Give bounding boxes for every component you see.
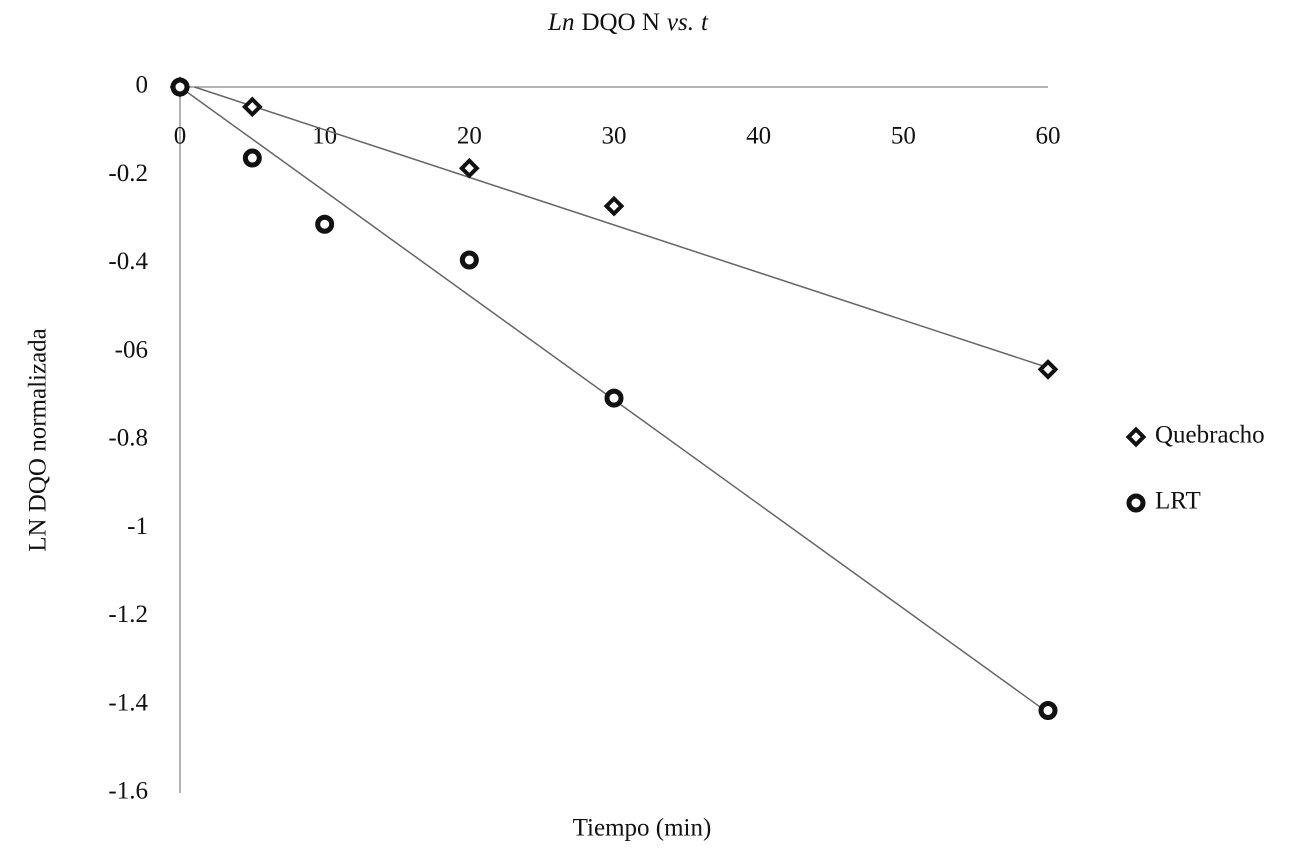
title-part: Ln: [547, 9, 574, 36]
chart-title: Ln DQO N vs. t: [547, 9, 709, 36]
y-tick-label: -0.8: [108, 425, 148, 452]
trendline: [194, 86, 1049, 369]
x-tick-label: 20: [457, 123, 482, 150]
point: [315, 214, 335, 234]
legend-marker: [1125, 426, 1147, 448]
title-part: vs.: [667, 9, 694, 36]
title-part: DQO N: [581, 9, 659, 36]
point: [242, 96, 263, 118]
y-tick-label: -1.2: [108, 601, 148, 628]
point: [1038, 700, 1058, 720]
x-tick-label: 0: [174, 123, 187, 150]
y-axis-label: LN DQO normalizada: [25, 328, 52, 552]
x-tick-label: 40: [746, 123, 771, 150]
y-tick-label: -0.4: [108, 248, 148, 275]
point: [459, 157, 480, 179]
point: [604, 388, 624, 408]
point: [1037, 359, 1059, 380]
legend-label: Quebracho: [1155, 422, 1265, 449]
legend-label: LRT: [1155, 488, 1201, 515]
x-tick-label: 30: [602, 123, 627, 150]
y-tick-label: -1.4: [108, 689, 148, 716]
x-axis-label: Tiempo (min): [573, 815, 712, 842]
y-tick-label: -1: [127, 513, 148, 540]
point: [459, 250, 479, 270]
y-tick-label: 0: [136, 72, 149, 99]
x-tick-label: 60: [1036, 123, 1061, 150]
point: [170, 77, 190, 97]
title-part: t: [701, 9, 709, 36]
legend-marker: [1126, 493, 1146, 513]
point: [603, 195, 625, 217]
y-tick-label: -1.6: [108, 778, 148, 805]
point: [242, 148, 262, 168]
y-tick-label: -06: [115, 336, 148, 363]
x-tick-label: 50: [891, 123, 916, 150]
y-tick-label: -0.2: [108, 160, 148, 187]
